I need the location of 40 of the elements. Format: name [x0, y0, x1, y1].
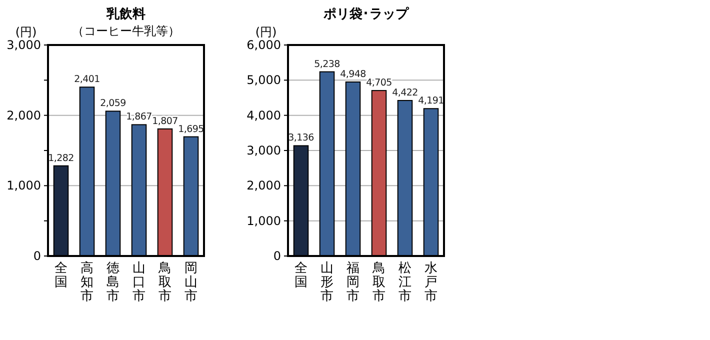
data-label: 4,191	[418, 96, 444, 107]
y-tick-label: 1,000	[6, 178, 41, 193]
x-tick-label: 鳥取市	[372, 261, 386, 304]
x-tick-label: 徳島市	[106, 261, 120, 304]
data-label: 1,282	[48, 152, 74, 164]
data-label: 4,705	[366, 78, 392, 89]
y-axis-title: (円)	[15, 25, 37, 39]
x-tick-label: 山形市	[320, 261, 334, 304]
data-label: 5,238	[314, 58, 340, 70]
y-tick-label: 2,000	[246, 178, 281, 193]
data-label: 2,401	[74, 74, 100, 86]
y-tick-label: 6,000	[246, 38, 281, 52]
data-label: 4,948	[340, 68, 366, 80]
x-tick-label: 松江市	[398, 261, 412, 304]
x-tick-label: 福岡市	[346, 261, 360, 304]
data-label: 2,059	[100, 98, 126, 110]
x-tick-label: 岡山市	[184, 261, 198, 304]
y-tick-label: 2,000	[6, 108, 41, 122]
y-tick-label: 0	[273, 249, 281, 263]
data-label: 1,807	[152, 116, 178, 127]
chart-title: ポリ袋･ラップ	[322, 6, 410, 22]
x-tick-label: 高知市	[80, 260, 94, 304]
x-tick-label: 山口市	[132, 261, 146, 304]
x-tick-label: 全国	[54, 261, 68, 290]
y-axis-title: (円)	[255, 25, 277, 39]
y-tick-label: 3,000	[246, 144, 281, 158]
data-label: 4,422	[392, 87, 418, 98]
data-label: 1,695	[178, 124, 204, 135]
y-tick-label: 4,000	[246, 108, 281, 122]
y-tick-label: 0	[33, 249, 41, 263]
x-tick-label: 鳥取市	[158, 261, 172, 304]
data-label: 3,136	[288, 132, 314, 144]
y-tick-label: 3,000	[6, 38, 41, 52]
data-label: 1,867	[126, 112, 152, 123]
x-tick-label: 全国	[294, 261, 308, 290]
y-tick-label: 1,000	[246, 214, 281, 228]
chart-subtitle: （コーヒー牛乳等）	[72, 24, 180, 38]
y-tick-label: 5,000	[246, 73, 281, 88]
x-tick-label: 水戸市	[424, 261, 438, 304]
chart-title: 乳飲料	[106, 6, 146, 22]
